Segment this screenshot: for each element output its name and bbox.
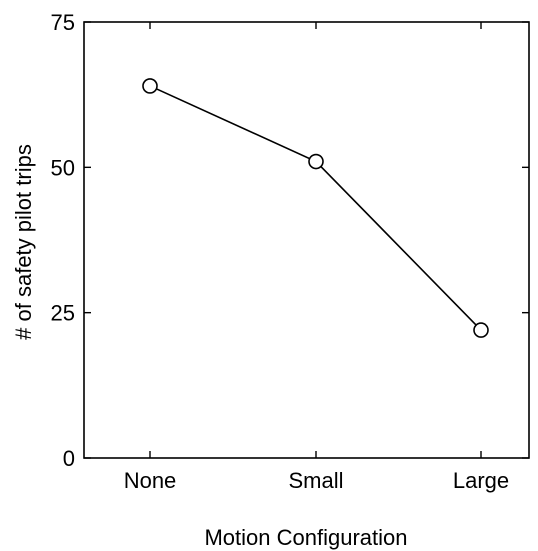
y-tick-label: 75: [51, 10, 75, 35]
y-axis: 0 25 50 75: [51, 10, 529, 471]
data-point: [473, 322, 489, 338]
x-axis: None Small Large: [124, 22, 509, 493]
x-tick-label: None: [124, 468, 177, 493]
y-axis-title: # of safety pilot trips: [11, 144, 36, 340]
y-tick-label: 50: [51, 155, 75, 180]
y-tick-label: 0: [63, 446, 75, 471]
series-group: [142, 78, 489, 338]
x-axis-title: Motion Configuration: [204, 525, 407, 550]
x-tick-label: Small: [288, 468, 343, 493]
data-point: [142, 78, 158, 94]
x-tick-label: Large: [453, 468, 509, 493]
series-line: [149, 85, 482, 331]
y-tick-label: 25: [51, 301, 75, 326]
data-point: [308, 153, 324, 170]
plot-frame: [83, 21, 530, 459]
